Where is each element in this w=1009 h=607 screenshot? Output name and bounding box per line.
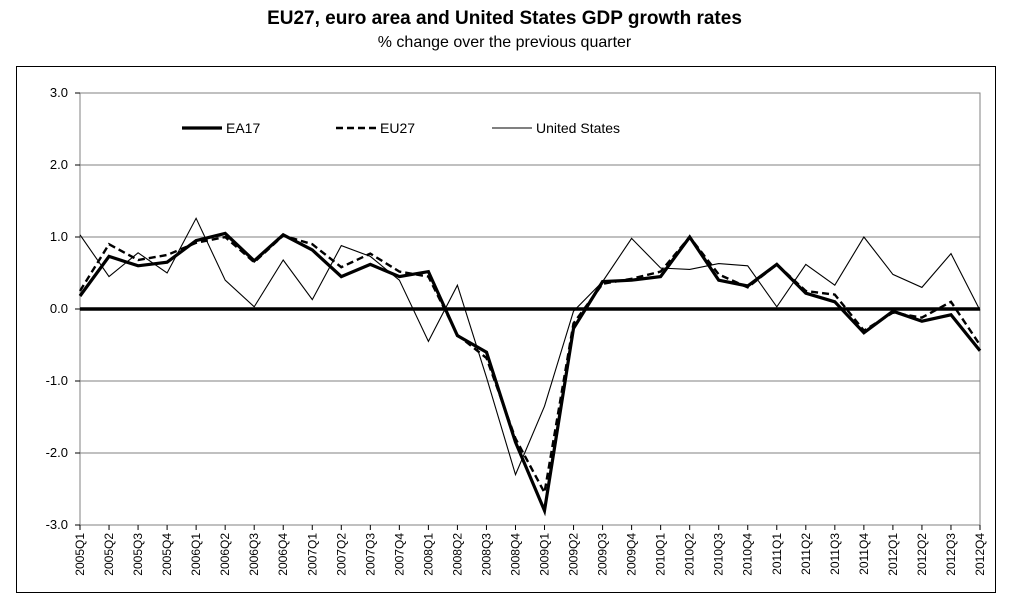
x-tick-label: 2006Q3 bbox=[247, 533, 261, 576]
x-tick-label: 2012Q4 bbox=[973, 533, 987, 576]
x-tick-label: 2011Q1 bbox=[770, 533, 784, 575]
x-tick-label: 2006Q2 bbox=[218, 533, 232, 576]
x-tick-label: 2012Q2 bbox=[915, 533, 929, 576]
legend-label: EA17 bbox=[226, 120, 260, 136]
series-group bbox=[78, 217, 982, 517]
x-tick-label: 2010Q1 bbox=[654, 533, 668, 576]
x-tick-label: 2007Q1 bbox=[305, 533, 319, 576]
x-tick-label: 2005Q3 bbox=[131, 533, 145, 576]
y-tick-label: 3.0 bbox=[50, 85, 68, 100]
x-axis-ticks: 2005Q1 2005Q2 2005Q3 2005Q4 2006Q1 2006Q2 2006… bbox=[73, 525, 987, 576]
legend-label: EU27 bbox=[380, 120, 415, 136]
x-tick-label: 2005Q4 bbox=[160, 533, 174, 576]
x-tick-label: 2005Q1 bbox=[73, 533, 87, 576]
x-tick-label: 2012Q3 bbox=[944, 533, 958, 576]
legend: EA17 EU27 United States bbox=[182, 120, 620, 136]
x-tick-label: 2008Q3 bbox=[479, 533, 493, 576]
chart-subtitle: % change over the previous quarter bbox=[377, 34, 632, 51]
chart-frame bbox=[16, 66, 996, 593]
x-tick-label: 2006Q4 bbox=[276, 533, 290, 576]
y-tick-label: -2.0 bbox=[46, 445, 68, 460]
chart-title: EU27, euro area and United States GDP gr… bbox=[267, 8, 742, 29]
x-tick-label: 2009Q2 bbox=[567, 533, 581, 576]
x-tick-label: 2009Q1 bbox=[538, 533, 552, 576]
legend-label: United States bbox=[536, 120, 620, 136]
series-line-united-states bbox=[79, 217, 981, 477]
x-tick-label: 2007Q2 bbox=[334, 533, 348, 576]
x-tick-label: 2010Q4 bbox=[741, 533, 755, 576]
x-tick-label: 2011Q2 bbox=[799, 533, 813, 575]
x-tick-label: 2012Q1 bbox=[886, 533, 900, 576]
y-tick-label: -1.0 bbox=[46, 373, 68, 388]
y-tick-label: 0.0 bbox=[50, 301, 68, 316]
y-tick-label: 1.0 bbox=[50, 229, 68, 244]
x-tick-label: 2008Q2 bbox=[450, 533, 464, 576]
x-tick-label: 2009Q3 bbox=[596, 533, 610, 576]
x-tick-label: 2008Q4 bbox=[508, 533, 522, 576]
x-tick-label: 2007Q4 bbox=[392, 533, 406, 576]
x-tick-label: 2011Q3 bbox=[828, 533, 842, 575]
y-axis-ticks: 3.0 2.0 1.0 0.0 -1.0 -2.0 -3.0 bbox=[46, 85, 80, 532]
x-tick-label: 2008Q1 bbox=[421, 533, 435, 576]
x-tick-label: 2011Q4 bbox=[857, 533, 871, 575]
y-tick-label: -3.0 bbox=[46, 517, 68, 532]
x-tick-label: 2005Q2 bbox=[102, 533, 116, 576]
x-tick-label: 2009Q4 bbox=[625, 533, 639, 576]
x-tick-label: 2010Q3 bbox=[712, 533, 726, 576]
y-tick-label: 2.0 bbox=[50, 157, 68, 172]
x-tick-label: 2007Q3 bbox=[363, 533, 377, 576]
x-tick-label: 2010Q2 bbox=[683, 533, 697, 576]
series-line-eu27 bbox=[78, 234, 981, 497]
x-tick-label: 2006Q1 bbox=[189, 533, 203, 576]
series-line-ea17 bbox=[78, 231, 982, 517]
